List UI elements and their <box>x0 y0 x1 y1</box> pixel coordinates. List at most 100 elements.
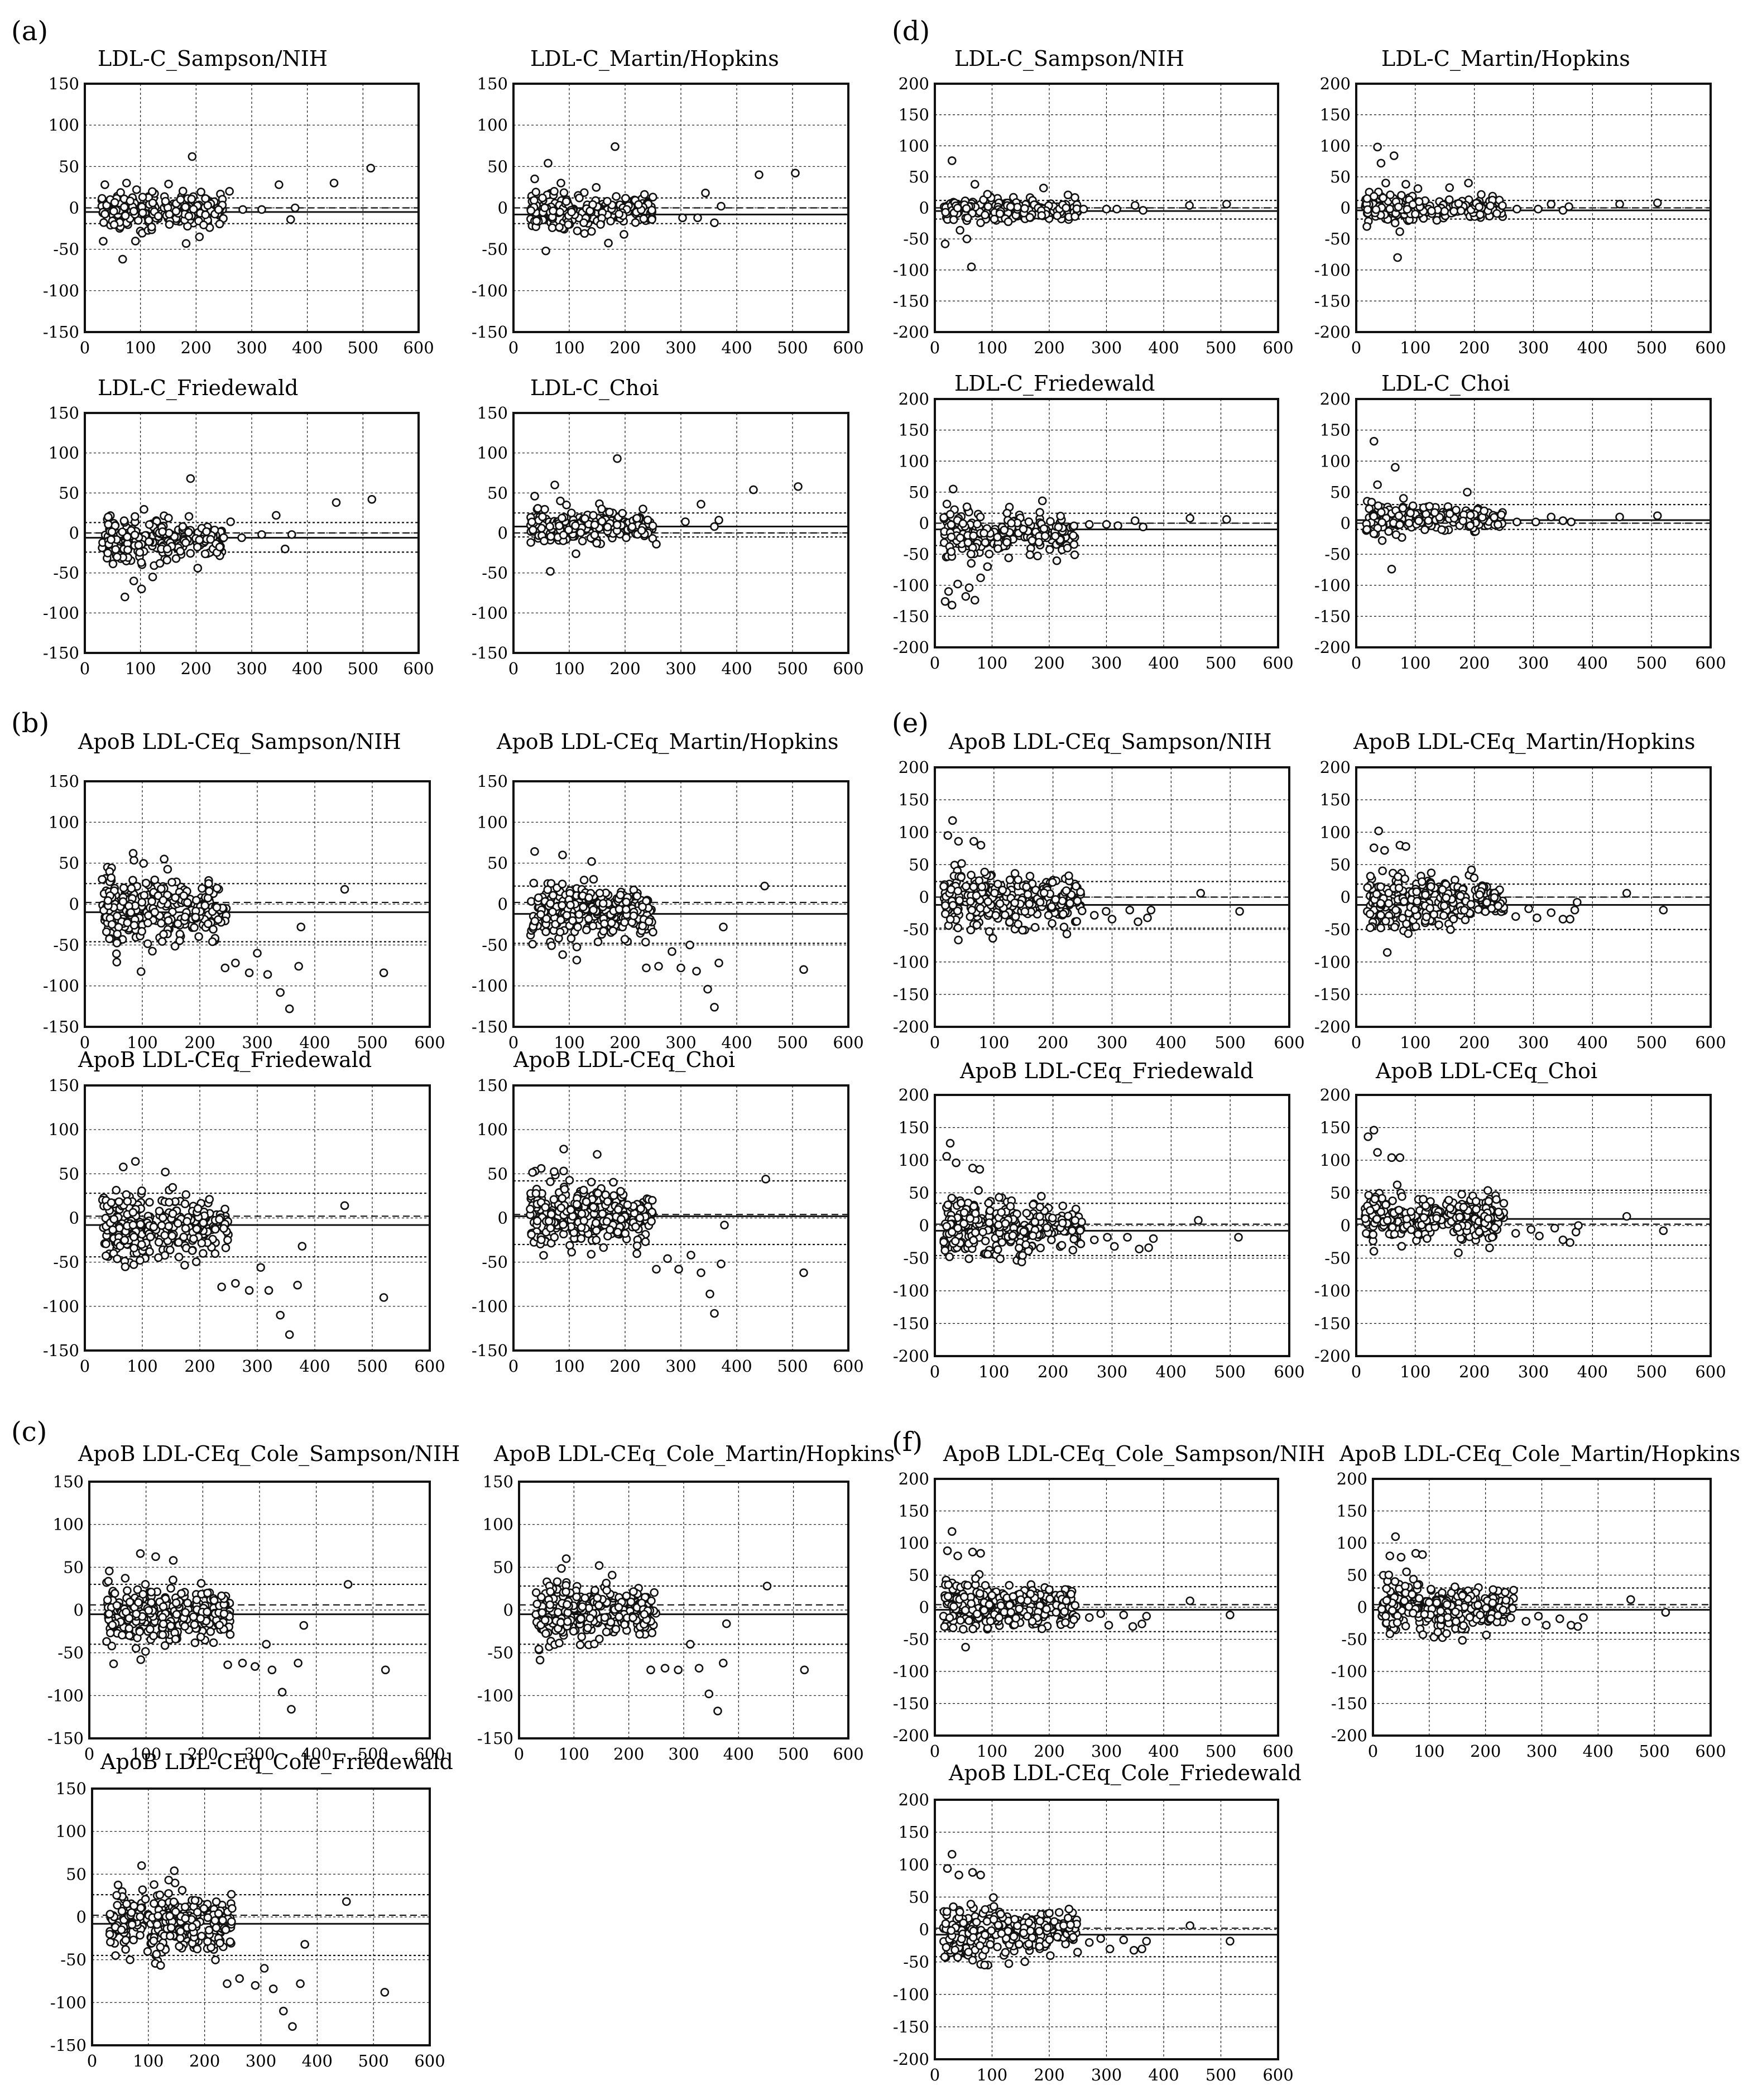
data-point <box>988 934 997 943</box>
data-point <box>329 179 339 188</box>
data-point <box>1222 200 1231 209</box>
data-point <box>546 879 556 888</box>
x-tick-label: 500 <box>358 2051 388 2070</box>
data-point <box>121 1935 131 1945</box>
data-point <box>719 1659 728 1667</box>
data-point <box>972 920 982 930</box>
data-point <box>156 1961 165 1970</box>
data-point <box>280 544 290 554</box>
data-point <box>546 1223 555 1233</box>
y-tick-label: -100 <box>43 603 79 622</box>
data-point <box>203 1913 213 1923</box>
data-point <box>1005 875 1015 885</box>
data-point <box>627 522 637 531</box>
data-point <box>579 876 589 885</box>
x-tick-label: 600 <box>1695 653 1726 672</box>
data-point <box>166 1621 175 1631</box>
data-point <box>176 195 185 204</box>
data-point <box>225 1937 235 1947</box>
data-point <box>108 1621 117 1630</box>
y-tick-label: 150 <box>899 790 929 809</box>
x-tick-label: 500 <box>777 338 808 357</box>
data-point <box>705 1289 714 1299</box>
data-point <box>969 531 978 540</box>
data-point <box>165 220 174 229</box>
data-point <box>146 1625 155 1634</box>
data-point <box>145 1247 154 1256</box>
y-tick-label: -50 <box>903 229 929 248</box>
plot-title: LDL-C_Choi <box>1381 371 1510 396</box>
data-point <box>175 1942 184 1951</box>
y-tick-label: 50 <box>487 157 508 176</box>
data-point <box>1010 898 1019 907</box>
data-point <box>1446 925 1455 934</box>
data-point <box>136 1931 145 1940</box>
data-point <box>755 170 764 179</box>
data-point <box>253 949 262 958</box>
data-point <box>159 930 168 939</box>
data-point <box>1377 508 1386 517</box>
data-point <box>575 1640 585 1650</box>
data-point <box>561 1587 570 1597</box>
data-point <box>1063 190 1073 200</box>
data-point <box>147 897 156 906</box>
data-point <box>104 520 113 529</box>
data-point <box>947 156 957 165</box>
data-point <box>147 1588 156 1597</box>
data-point <box>155 559 165 568</box>
data-point <box>1534 204 1543 214</box>
data-point <box>646 1665 655 1675</box>
y-tick-label: 150 <box>899 105 929 124</box>
y-tick-label: -100 <box>47 1686 84 1705</box>
data-point <box>340 1201 349 1210</box>
data-point <box>1475 202 1484 212</box>
y-tick-label: -150 <box>43 1341 79 1360</box>
data-point <box>1005 917 1014 927</box>
data-point <box>976 904 985 913</box>
data-point <box>1464 179 1473 188</box>
data-point <box>109 1659 118 1669</box>
data-point <box>590 1639 599 1649</box>
data-point <box>559 1166 568 1176</box>
data-point <box>209 1596 219 1605</box>
data-point <box>678 213 687 223</box>
data-point <box>1404 929 1413 938</box>
data-point <box>550 1233 559 1242</box>
data-point <box>541 1203 550 1212</box>
data-point <box>685 940 694 950</box>
data-point <box>128 1208 138 1217</box>
data-point <box>594 1601 603 1610</box>
data-point <box>593 1593 602 1603</box>
x-tick-label: 200 <box>181 338 212 357</box>
data-point <box>113 1901 122 1910</box>
data-point <box>123 532 132 541</box>
y-tick-label: 100 <box>483 1515 513 1534</box>
panel-letter-f: (f) <box>892 1426 923 1458</box>
y-tick-label: -150 <box>43 1017 79 1036</box>
data-point <box>1394 202 1403 212</box>
data-point <box>622 897 631 907</box>
data-point <box>1391 530 1401 539</box>
data-point <box>140 891 149 900</box>
data-point <box>1498 201 1507 210</box>
data-point <box>944 587 953 596</box>
data-point <box>113 552 122 561</box>
data-point <box>203 201 213 210</box>
data-point <box>210 1916 220 1925</box>
data-point <box>203 1607 212 1617</box>
data-point <box>214 1909 223 1918</box>
data-point <box>541 927 550 936</box>
data-point <box>176 1934 185 1943</box>
data-point <box>103 896 113 905</box>
data-point <box>557 1564 566 1573</box>
y-tick-label: -150 <box>472 1341 508 1360</box>
data-point <box>579 218 588 228</box>
data-point <box>137 1861 146 1870</box>
data-point <box>99 218 108 227</box>
data-point <box>1497 510 1506 520</box>
data-point <box>201 210 210 219</box>
y-tick-label: 150 <box>1320 421 1351 440</box>
data-point <box>219 533 228 542</box>
